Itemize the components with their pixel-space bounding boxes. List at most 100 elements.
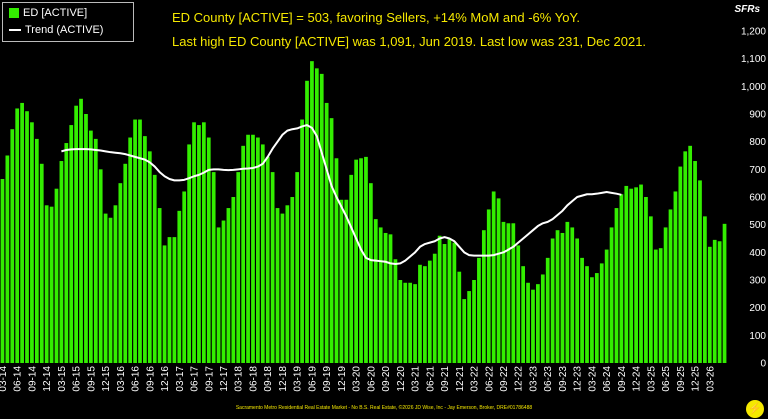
bar bbox=[314, 68, 319, 363]
y-tick-label: 400 bbox=[749, 248, 766, 259]
bar bbox=[506, 223, 511, 363]
bar bbox=[339, 199, 344, 363]
x-tick-label: 09-21 bbox=[440, 366, 451, 392]
bar bbox=[550, 238, 555, 363]
y-tick-label: 1,000 bbox=[741, 82, 766, 93]
bar bbox=[604, 249, 609, 363]
bar bbox=[496, 198, 501, 363]
x-tick-label: 09-18 bbox=[263, 366, 274, 392]
bar bbox=[481, 230, 486, 363]
bar bbox=[712, 239, 717, 363]
footer-credit: Sacramento Metro Residential Real Estate… bbox=[235, 405, 533, 411]
x-tick-label: 06-20 bbox=[366, 366, 377, 392]
bar bbox=[531, 289, 535, 363]
bar bbox=[717, 241, 722, 363]
bar bbox=[10, 129, 15, 363]
x-tick-label: 12-21 bbox=[455, 366, 466, 392]
bar bbox=[59, 161, 64, 363]
bar bbox=[653, 249, 658, 363]
bar bbox=[54, 188, 59, 363]
y-tick-label: 100 bbox=[749, 331, 766, 342]
bar bbox=[324, 102, 329, 364]
bar bbox=[707, 246, 712, 363]
bar bbox=[703, 216, 707, 363]
x-tick-label: 03-24 bbox=[587, 366, 598, 392]
bar bbox=[167, 237, 172, 363]
x-tick-label: 12-15 bbox=[101, 366, 112, 392]
bar bbox=[393, 259, 398, 363]
bar bbox=[5, 155, 10, 363]
x-tick-label: 03-22 bbox=[470, 366, 481, 392]
bar bbox=[629, 188, 634, 363]
trend-line bbox=[61, 124, 622, 265]
headline-line-1: ED County [ACTIVE] = 503, favoring Selle… bbox=[172, 10, 581, 25]
bar bbox=[516, 245, 521, 363]
chart-legend: ED [ACTIVE] Trend (ACTIVE) bbox=[2, 2, 134, 42]
bar bbox=[599, 263, 604, 363]
bar bbox=[673, 191, 678, 363]
bar bbox=[89, 130, 93, 363]
bar bbox=[211, 172, 216, 363]
x-tick-label: 03-14 bbox=[0, 366, 9, 392]
bar bbox=[648, 216, 653, 363]
bar bbox=[398, 280, 403, 363]
x-tick-label: 09-24 bbox=[617, 366, 628, 392]
bar bbox=[157, 208, 162, 363]
bar bbox=[182, 191, 187, 363]
bar bbox=[256, 137, 260, 363]
bar bbox=[246, 134, 250, 363]
bar bbox=[594, 273, 599, 363]
x-tick-label: 09-20 bbox=[381, 366, 392, 392]
x-axis: 03-14 06-14 09-14 12-14 03-15 06-15 09-15 12-15… bbox=[0, 366, 716, 392]
y-tick-label: 200 bbox=[749, 303, 766, 314]
x-tick-label: 09-14 bbox=[27, 366, 38, 392]
bar bbox=[206, 137, 211, 363]
bar bbox=[403, 282, 408, 363]
trend-line-layer bbox=[61, 124, 622, 265]
bar bbox=[84, 114, 88, 363]
bar bbox=[683, 151, 688, 363]
bar bbox=[467, 291, 471, 363]
x-tick-label: 12-20 bbox=[396, 366, 407, 392]
x-tick-label: 03-19 bbox=[293, 366, 304, 392]
headline-line-2: Last high ED County [ACTIVE] was 1,091, … bbox=[172, 34, 647, 49]
bar bbox=[369, 183, 373, 363]
bar bbox=[143, 136, 147, 363]
bar bbox=[585, 266, 589, 363]
bar bbox=[486, 209, 491, 363]
bar bbox=[344, 199, 349, 363]
bar bbox=[201, 122, 206, 363]
bar bbox=[609, 227, 614, 363]
bar bbox=[639, 184, 643, 363]
bar bbox=[44, 205, 49, 363]
bar bbox=[678, 166, 683, 363]
x-tick-label: 12-22 bbox=[514, 366, 525, 392]
x-tick-label: 03-16 bbox=[116, 366, 127, 392]
x-tick-label: 12-19 bbox=[337, 366, 348, 392]
bar bbox=[511, 223, 516, 363]
bar bbox=[364, 156, 368, 363]
bar bbox=[619, 194, 624, 363]
bar bbox=[265, 156, 270, 363]
x-tick-label: 06-19 bbox=[307, 366, 318, 392]
x-tick-label: 12-25 bbox=[691, 366, 702, 392]
bar bbox=[644, 197, 648, 363]
y-axis: 0 100 200 300 400 500 600 700 800 900 1,000 1,100 1,… bbox=[741, 27, 766, 370]
bar bbox=[521, 266, 526, 363]
bar bbox=[49, 206, 54, 363]
bar bbox=[418, 264, 422, 363]
bar bbox=[241, 145, 246, 363]
bar bbox=[251, 134, 255, 363]
bar bbox=[118, 183, 123, 363]
bar bbox=[378, 227, 383, 363]
bar bbox=[216, 227, 221, 363]
bar-series-layer bbox=[0, 61, 727, 364]
x-tick-label: 06-14 bbox=[13, 366, 24, 392]
x-tick-label: 03-20 bbox=[352, 366, 363, 392]
x-tick-label: 03-26 bbox=[705, 366, 716, 392]
bar bbox=[20, 102, 24, 364]
bar bbox=[570, 227, 575, 363]
bar bbox=[280, 213, 285, 363]
bar bbox=[526, 282, 530, 363]
x-tick-label: 03-15 bbox=[57, 366, 68, 392]
